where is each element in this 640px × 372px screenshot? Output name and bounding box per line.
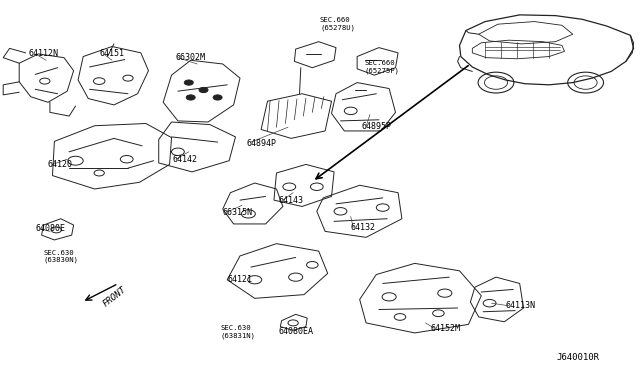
Text: 64143: 64143 (278, 196, 303, 205)
Text: SEC.630
(63831N): SEC.630 (63831N) (221, 325, 256, 339)
Text: 64121: 64121 (227, 275, 252, 284)
Text: 64080E: 64080E (35, 224, 65, 233)
Text: 64080EA: 64080EA (278, 327, 314, 336)
Text: SEC.630
(63830N): SEC.630 (63830N) (44, 250, 79, 263)
Text: 64894P: 64894P (246, 139, 276, 148)
Text: 64151: 64151 (99, 49, 124, 58)
Text: 64895P: 64895P (362, 122, 392, 131)
Circle shape (213, 95, 222, 100)
Text: 66302M: 66302M (176, 53, 206, 62)
Text: 64142: 64142 (173, 155, 198, 164)
Circle shape (184, 80, 193, 85)
Text: FRONT: FRONT (101, 285, 128, 309)
Text: 64132: 64132 (351, 223, 376, 232)
Text: SEC.660
(65275P): SEC.660 (65275P) (365, 60, 400, 74)
Text: 64120: 64120 (48, 160, 73, 169)
Circle shape (199, 87, 208, 93)
Text: SEC.660
(65278U): SEC.660 (65278U) (320, 17, 355, 31)
Text: 64112N: 64112N (29, 49, 59, 58)
Text: J640010R: J640010R (557, 353, 600, 362)
Text: 64113N: 64113N (506, 301, 536, 310)
Circle shape (186, 95, 195, 100)
Text: 66315N: 66315N (223, 208, 253, 217)
Text: 64152M: 64152M (430, 324, 460, 333)
